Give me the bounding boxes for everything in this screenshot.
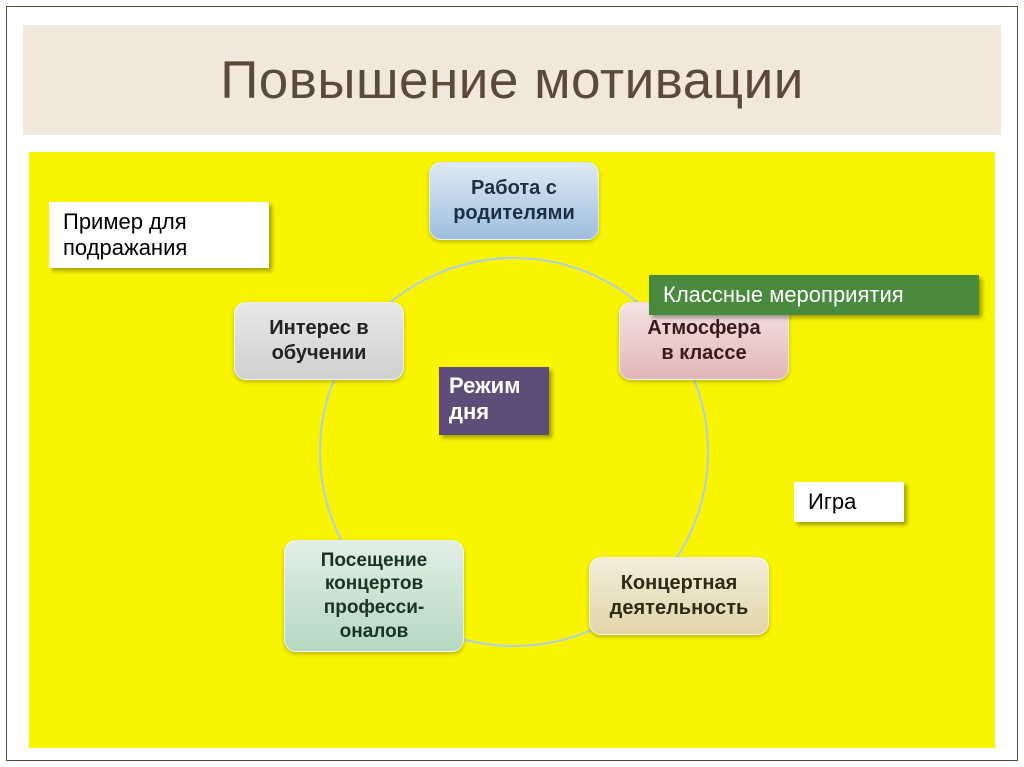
page-title: Повышение мотивации <box>220 50 804 111</box>
diagram-area: Работа сродителями Атмосферав классе Кон… <box>29 152 995 748</box>
node-interest: Интерес вобучении <box>234 302 404 380</box>
slide-frame: Повышение мотивации Работа сродителями А… <box>6 6 1018 761</box>
callout-game: Игра <box>794 482 904 522</box>
callout-class-events: Классные мероприятия <box>649 275 979 315</box>
center-daily-routine: Режимдня <box>439 367 549 435</box>
node-prof-visits: Посещениеконцертовпрофесси-оналов <box>284 540 464 652</box>
node-parents: Работа сродителями <box>429 162 599 240</box>
title-band: Повышение мотивации <box>23 25 1001 135</box>
callout-role-model: Пример дляподражания <box>49 202 269 268</box>
node-concerts: Концертнаядеятельность <box>589 557 769 635</box>
